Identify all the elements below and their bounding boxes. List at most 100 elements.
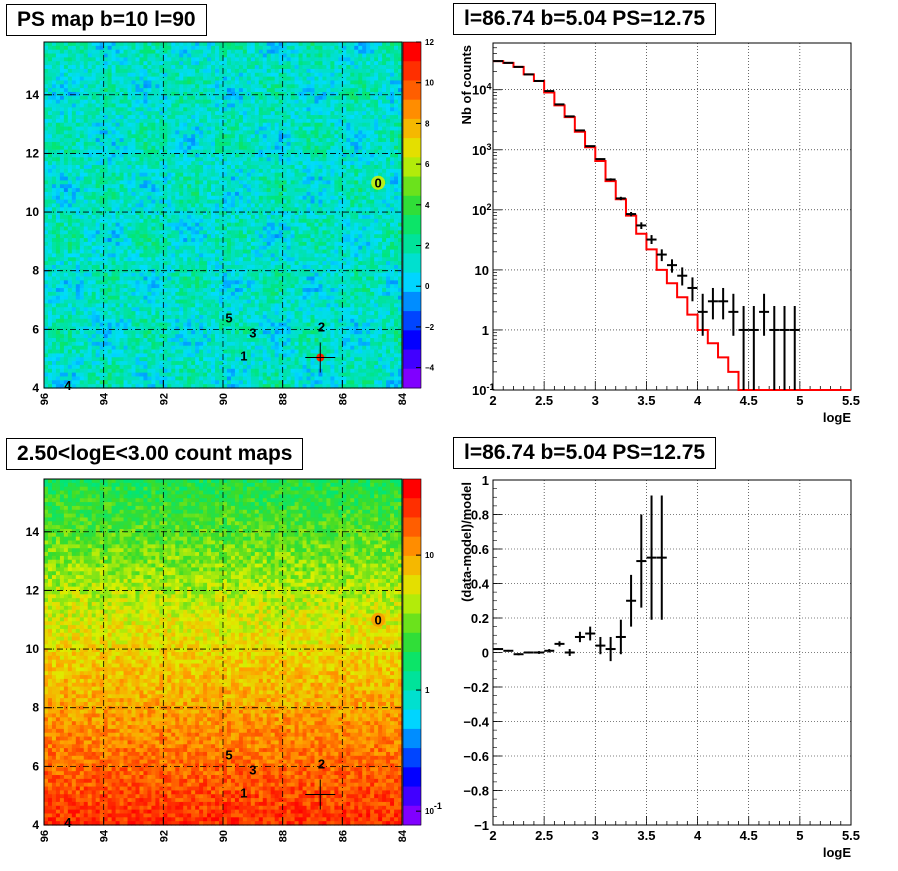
heatmap-cell bbox=[223, 311, 228, 316]
heatmap-cell bbox=[246, 376, 252, 381]
heatmap-cell bbox=[83, 88, 89, 93]
heatmap-cell bbox=[250, 211, 256, 216]
heatmap-cell bbox=[107, 57, 113, 62]
heatmap-cell bbox=[203, 291, 208, 297]
heatmap-cell bbox=[238, 211, 244, 216]
heatmap-cell bbox=[207, 334, 212, 339]
heatmap-cell bbox=[199, 80, 204, 85]
heatmap-cell bbox=[226, 322, 232, 328]
heatmap-cell bbox=[91, 372, 97, 378]
heatmap-cell bbox=[75, 145, 81, 151]
heatmap-cell bbox=[151, 299, 156, 305]
heatmap-cell bbox=[87, 288, 93, 293]
heatmap-cell bbox=[219, 134, 224, 139]
heatmap-cell bbox=[99, 330, 105, 335]
heatmap-cell bbox=[111, 61, 117, 66]
heatmap-cell bbox=[131, 357, 137, 362]
heatmap-cell bbox=[44, 42, 49, 47]
heatmap-cell bbox=[111, 215, 117, 220]
heatmap-cell bbox=[44, 253, 49, 258]
heatmap-cell bbox=[103, 284, 109, 289]
heatmap-cell bbox=[254, 80, 260, 85]
heatmap-cell bbox=[115, 42, 121, 47]
heatmap-cell bbox=[234, 272, 240, 278]
heatmap-cell bbox=[226, 138, 232, 143]
heatmap-cell bbox=[147, 376, 152, 381]
heatmap-cell bbox=[79, 264, 85, 270]
heatmap-cell bbox=[143, 80, 149, 85]
heatmap-cell bbox=[139, 103, 145, 108]
heatmap-cell bbox=[51, 61, 57, 66]
heatmap-cell bbox=[67, 261, 73, 266]
heatmap-cell bbox=[95, 207, 101, 212]
heatmap-cell bbox=[119, 303, 125, 308]
heatmap-cell bbox=[63, 88, 69, 93]
heatmap-cell bbox=[226, 276, 232, 281]
heatmap-cell bbox=[79, 111, 85, 116]
heatmap-cell bbox=[203, 176, 208, 181]
heatmap-cell bbox=[51, 203, 57, 208]
heatmap-cell bbox=[79, 372, 85, 378]
heatmap-cell bbox=[163, 334, 168, 339]
heatmap-cell bbox=[79, 134, 85, 139]
heatmap-cell bbox=[59, 68, 65, 74]
heatmap-cell bbox=[75, 222, 81, 228]
heatmap-cell bbox=[207, 215, 212, 220]
heatmap-cell bbox=[159, 322, 164, 328]
heatmap-cell bbox=[143, 191, 149, 197]
heatmap-cell bbox=[254, 68, 260, 74]
heatmap-cell bbox=[63, 334, 69, 339]
heatmap-cell bbox=[250, 338, 256, 343]
heatmap-cell bbox=[246, 68, 252, 74]
heatmap-cell bbox=[123, 138, 129, 143]
heatmap-cell bbox=[262, 215, 268, 220]
heatmap-cell bbox=[155, 126, 160, 132]
heatmap-cell bbox=[87, 88, 93, 93]
heatmap-cell bbox=[67, 88, 73, 93]
heatmap-cell bbox=[147, 364, 152, 370]
heatmap-cell bbox=[143, 218, 149, 224]
heatmap-cell bbox=[159, 249, 164, 255]
heatmap-cell bbox=[167, 361, 172, 366]
heatmap-cell bbox=[71, 184, 77, 189]
heatmap-cell bbox=[203, 107, 208, 112]
heatmap-cell bbox=[223, 49, 228, 55]
heatmap-cell bbox=[131, 364, 137, 370]
heatmap-cell bbox=[258, 130, 264, 135]
heatmap-cell bbox=[207, 288, 212, 293]
heatmap-cell bbox=[238, 157, 244, 162]
heatmap-cell bbox=[215, 188, 220, 193]
heatmap-cell bbox=[83, 314, 89, 320]
heatmap-cell bbox=[131, 376, 137, 381]
heatmap-cell bbox=[187, 349, 192, 354]
heatmap-cell bbox=[175, 338, 180, 343]
heatmap-cell bbox=[115, 276, 121, 281]
heatmap-cell bbox=[223, 207, 228, 212]
heatmap-cell bbox=[79, 234, 85, 239]
heatmap-cell bbox=[191, 311, 196, 316]
heatmap-cell bbox=[71, 103, 77, 108]
heatmap-cell bbox=[131, 180, 137, 185]
heatmap-cell bbox=[183, 326, 188, 331]
heatmap-cell bbox=[155, 280, 160, 285]
heatmap-cell bbox=[91, 199, 97, 205]
heatmap-cell bbox=[111, 295, 117, 301]
heatmap-cell bbox=[131, 218, 137, 224]
heatmap-cell bbox=[67, 361, 73, 366]
heatmap-cell bbox=[254, 111, 260, 116]
heatmap-cell bbox=[131, 215, 137, 220]
heatmap-cell bbox=[187, 88, 192, 93]
heatmap-cell bbox=[71, 168, 77, 174]
heatmap-cell bbox=[246, 353, 252, 358]
heatmap-cell bbox=[254, 149, 260, 155]
heatmap-cell bbox=[123, 49, 129, 55]
heatmap-cell bbox=[207, 99, 212, 105]
heatmap-cell bbox=[95, 191, 101, 197]
heatmap-cell bbox=[47, 341, 53, 347]
heatmap-cell bbox=[159, 211, 164, 216]
heatmap-cell bbox=[250, 307, 256, 312]
heatmap-cell bbox=[195, 88, 200, 93]
heatmap-cell bbox=[95, 364, 101, 370]
heatmap-cell bbox=[143, 222, 149, 228]
heatmap-cell bbox=[143, 341, 149, 347]
